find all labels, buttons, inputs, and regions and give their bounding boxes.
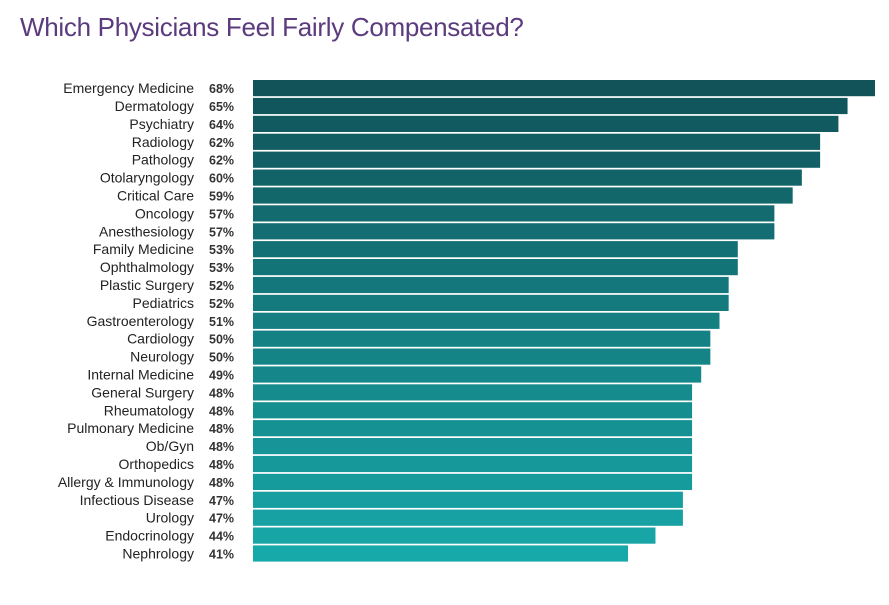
category-label: Critical Care	[117, 188, 194, 204]
category-label: Pulmonary Medicine	[67, 420, 194, 436]
value-label: 53%	[209, 261, 234, 275]
value-label: 41%	[209, 548, 234, 562]
bar	[253, 241, 738, 258]
value-label: 57%	[209, 207, 234, 221]
category-label: Infectious Disease	[80, 492, 195, 508]
value-label: 62%	[209, 136, 234, 150]
bar	[253, 420, 693, 437]
bar	[253, 151, 821, 168]
bar	[253, 509, 683, 526]
value-label: 52%	[209, 279, 234, 293]
chart-title: Which Physicians Feel Fairly Compensated…	[20, 12, 524, 42]
category-label: Allergy & Immunology	[58, 474, 194, 490]
value-label: 51%	[209, 315, 234, 329]
category-label: Family Medicine	[93, 241, 194, 257]
bar	[253, 455, 693, 473]
value-label: 57%	[209, 225, 234, 239]
category-label: Urology	[146, 510, 194, 526]
bar	[253, 115, 839, 132]
bar	[253, 312, 720, 329]
value-label: 48%	[209, 440, 234, 454]
bar	[253, 187, 793, 204]
bar	[253, 276, 729, 294]
category-label: General Surgery	[91, 384, 194, 400]
bar	[253, 97, 848, 115]
category-label: Gastroenterology	[87, 313, 194, 329]
bar	[253, 545, 629, 562]
value-label: 47%	[209, 494, 234, 508]
value-label: 68%	[209, 82, 234, 96]
category-label: Ophthalmology	[100, 259, 194, 275]
category-label: Oncology	[135, 205, 194, 221]
bar	[253, 438, 693, 455]
category-label: Rheumatology	[104, 402, 194, 418]
value-label: 50%	[209, 351, 234, 365]
category-label: Psychiatry	[129, 116, 194, 132]
value-label: 48%	[209, 404, 234, 418]
category-label: Cardiology	[127, 331, 194, 347]
value-label: 47%	[209, 512, 234, 526]
value-label: 50%	[209, 333, 234, 347]
category-label: Nephrology	[122, 546, 194, 562]
value-label: 53%	[209, 243, 234, 257]
bar	[253, 205, 775, 222]
value-label: 64%	[209, 118, 234, 132]
bar	[253, 223, 775, 240]
value-label: 52%	[209, 297, 234, 311]
bar	[253, 80, 875, 97]
category-label: Pathology	[132, 152, 194, 168]
bar	[253, 473, 693, 490]
bar	[253, 527, 656, 544]
value-label: 49%	[209, 369, 234, 383]
bar	[253, 169, 802, 186]
value-label: 48%	[209, 422, 234, 436]
category-label: Neurology	[130, 349, 194, 365]
category-label: Radiology	[132, 134, 194, 150]
bar	[253, 259, 738, 276]
category-label: Anesthesiology	[99, 223, 194, 239]
value-label: 48%	[209, 476, 234, 490]
category-label: Orthopedics	[119, 456, 194, 472]
value-label: 62%	[209, 154, 234, 168]
bar	[253, 366, 702, 383]
bar	[253, 491, 683, 508]
value-label: 48%	[209, 458, 234, 472]
value-label: 60%	[209, 172, 234, 186]
category-label: Internal Medicine	[87, 367, 194, 383]
value-label: 48%	[209, 386, 234, 400]
value-label: 59%	[209, 190, 234, 204]
value-label: 65%	[209, 100, 234, 114]
bar	[253, 348, 711, 365]
category-label: Otolaryngology	[100, 170, 194, 186]
category-label: Ob/Gyn	[146, 438, 194, 454]
category-label: Pediatrics	[133, 295, 194, 311]
bar	[253, 402, 693, 419]
bar	[253, 133, 821, 150]
bar	[253, 294, 729, 311]
category-label: Emergency Medicine	[63, 80, 194, 96]
bar	[253, 384, 693, 401]
bar	[253, 330, 711, 347]
value-label: 44%	[209, 530, 234, 544]
category-label: Plastic Surgery	[100, 277, 194, 293]
category-label: Dermatology	[115, 98, 194, 114]
category-label: Endocrinology	[105, 528, 194, 544]
